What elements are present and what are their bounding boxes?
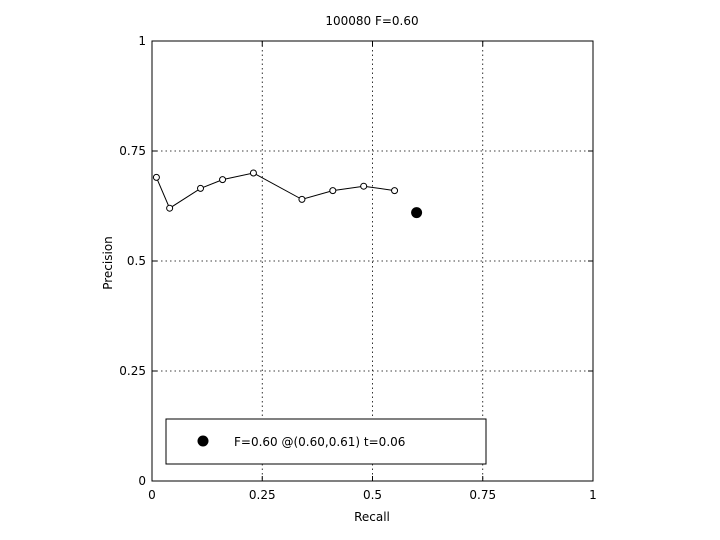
data-point bbox=[360, 182, 368, 190]
data-point bbox=[166, 204, 174, 212]
x-axis-label: Recall bbox=[354, 510, 390, 524]
y-axis-label: Precision bbox=[101, 236, 115, 290]
best-f-point bbox=[411, 207, 423, 219]
data-point bbox=[197, 184, 205, 192]
x-tick-label: 0.5 bbox=[363, 488, 382, 502]
legend-box bbox=[165, 418, 487, 465]
x-tick-label: 1 bbox=[589, 488, 597, 502]
data-point bbox=[249, 169, 257, 177]
data-point bbox=[329, 187, 337, 195]
data-point bbox=[391, 187, 399, 195]
plot-area-frame bbox=[151, 40, 594, 482]
y-tick-label: 1 bbox=[138, 34, 146, 48]
x-tick-label: 0 bbox=[148, 488, 156, 502]
legend: F=0.60 @(0.60,0.61) t=0.06 bbox=[165, 418, 487, 465]
chart-title: 100080 F=0.60 bbox=[325, 14, 418, 28]
data-point bbox=[152, 173, 160, 181]
axis-ticks: 0 0.25 0.5 0.75 1 0 0.25 0.5 0.75 1 bbox=[119, 34, 597, 502]
y-tick-label: 0.25 bbox=[119, 364, 146, 378]
data-point bbox=[219, 176, 227, 184]
pr-series bbox=[152, 169, 423, 219]
data-point bbox=[298, 195, 306, 203]
grid-lines bbox=[152, 41, 593, 481]
x-tick-label: 0.75 bbox=[469, 488, 496, 502]
x-tick-label: 0.25 bbox=[249, 488, 276, 502]
y-tick-label: 0.5 bbox=[127, 254, 146, 268]
y-tick-label: 0.75 bbox=[119, 144, 146, 158]
series-line bbox=[155, 172, 395, 209]
legend-marker bbox=[197, 435, 209, 447]
y-tick-label: 0 bbox=[138, 474, 146, 488]
legend-label: F=0.60 @(0.60,0.61) t=0.06 bbox=[234, 435, 405, 449]
